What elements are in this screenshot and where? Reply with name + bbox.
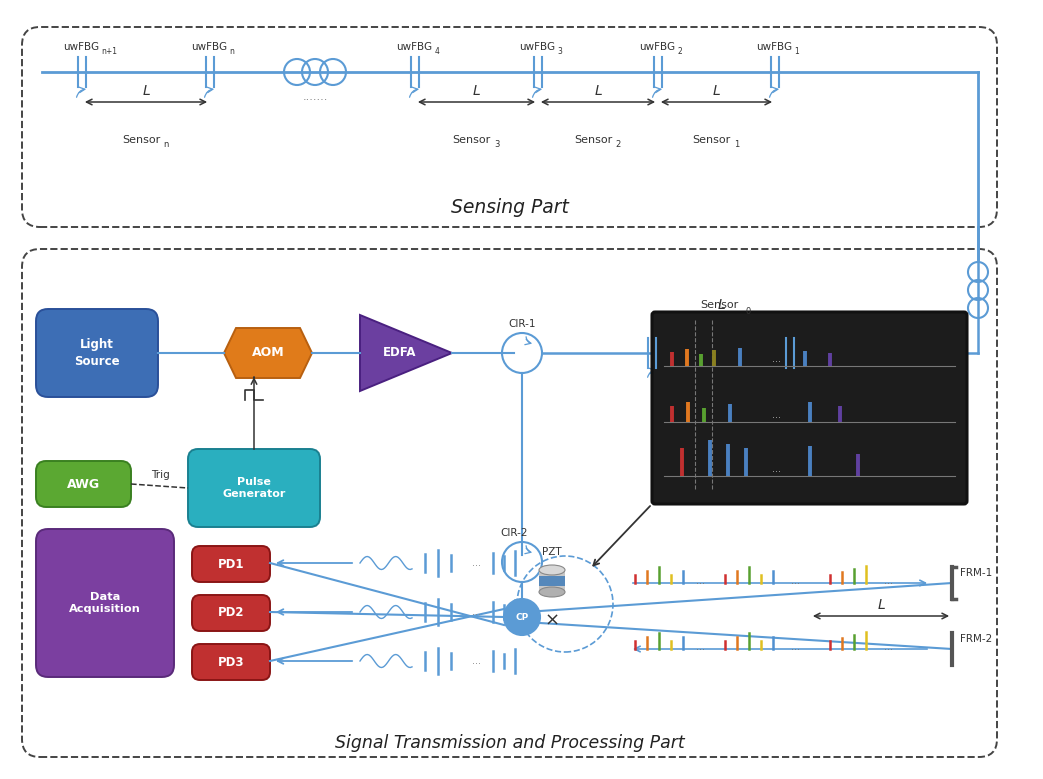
Text: ...: ...: [772, 410, 780, 420]
Text: ...: ...: [883, 642, 893, 652]
Text: L: L: [595, 84, 602, 98]
Text: FRM-2: FRM-2: [960, 634, 992, 644]
Text: AOM: AOM: [251, 347, 285, 359]
Polygon shape: [224, 328, 312, 378]
Text: L: L: [142, 84, 150, 98]
Text: 0: 0: [745, 307, 750, 316]
Text: uwFBG: uwFBG: [191, 42, 227, 52]
Text: n: n: [164, 140, 169, 149]
Text: uwFBG: uwFBG: [756, 42, 792, 52]
Text: CIR-2: CIR-2: [501, 528, 528, 538]
Text: PD3: PD3: [218, 655, 244, 668]
Text: Sensor: Sensor: [453, 135, 490, 145]
Text: 1: 1: [734, 140, 739, 149]
Text: 4: 4: [435, 48, 439, 57]
FancyBboxPatch shape: [37, 309, 157, 397]
Text: Sensor: Sensor: [122, 135, 161, 145]
Text: ...: ...: [472, 558, 481, 568]
Text: Pulse
Generator: Pulse Generator: [222, 477, 286, 499]
Text: L: L: [712, 84, 721, 98]
Text: Sensing Part: Sensing Part: [451, 198, 568, 217]
Text: FRM-1: FRM-1: [960, 568, 992, 578]
FancyBboxPatch shape: [192, 644, 270, 680]
FancyBboxPatch shape: [37, 461, 131, 507]
Text: ...: ...: [772, 354, 780, 364]
Text: 2: 2: [615, 140, 621, 149]
Text: ...: ...: [696, 576, 704, 586]
Text: Light
Source: Light Source: [74, 338, 120, 368]
Text: Signal Transmission and Processing Part: Signal Transmission and Processing Part: [335, 734, 685, 752]
Text: AWG: AWG: [67, 478, 100, 491]
Text: CP: CP: [515, 612, 529, 622]
Text: ...: ...: [472, 656, 481, 666]
Bar: [539, 576, 565, 586]
Text: Trig: Trig: [150, 470, 169, 480]
Text: CIR-1: CIR-1: [508, 319, 536, 329]
Text: n: n: [229, 48, 235, 57]
Text: ...: ...: [772, 464, 780, 474]
Text: L: L: [718, 298, 725, 312]
Text: EDFA: EDFA: [383, 347, 417, 359]
Circle shape: [504, 599, 540, 635]
Text: 1: 1: [795, 48, 799, 57]
FancyBboxPatch shape: [192, 546, 270, 582]
Text: 2: 2: [678, 48, 682, 57]
Text: 3: 3: [494, 140, 500, 149]
Bar: [539, 570, 565, 592]
Text: L: L: [472, 84, 481, 98]
Text: Sensor: Sensor: [700, 300, 738, 310]
Text: .......: .......: [302, 92, 328, 102]
Text: n+1: n+1: [101, 48, 118, 57]
Text: Data
Acquisition: Data Acquisition: [69, 591, 141, 615]
Text: uwFBG: uwFBG: [519, 42, 555, 52]
Text: uwFBG: uwFBG: [396, 42, 432, 52]
Text: ×: ×: [544, 612, 559, 630]
FancyBboxPatch shape: [652, 312, 967, 504]
Text: ...: ...: [791, 576, 800, 586]
FancyBboxPatch shape: [188, 449, 320, 527]
FancyBboxPatch shape: [37, 529, 174, 677]
Text: PD1: PD1: [218, 558, 244, 570]
Text: ...: ...: [791, 642, 800, 652]
Text: ...: ...: [696, 642, 704, 652]
Text: 3: 3: [558, 48, 562, 57]
Text: ...: ...: [883, 576, 893, 586]
Text: PZT: PZT: [542, 547, 562, 557]
Text: Sensor: Sensor: [574, 135, 612, 145]
Text: Sensor: Sensor: [693, 135, 731, 145]
Ellipse shape: [539, 587, 565, 597]
Ellipse shape: [539, 565, 565, 575]
Text: PD2: PD2: [218, 607, 244, 619]
FancyBboxPatch shape: [192, 595, 270, 631]
Text: uwFBG: uwFBG: [63, 42, 99, 52]
Text: ...: ...: [472, 607, 481, 617]
Polygon shape: [360, 315, 452, 391]
Text: uwFBG: uwFBG: [639, 42, 675, 52]
Text: L: L: [877, 598, 884, 612]
